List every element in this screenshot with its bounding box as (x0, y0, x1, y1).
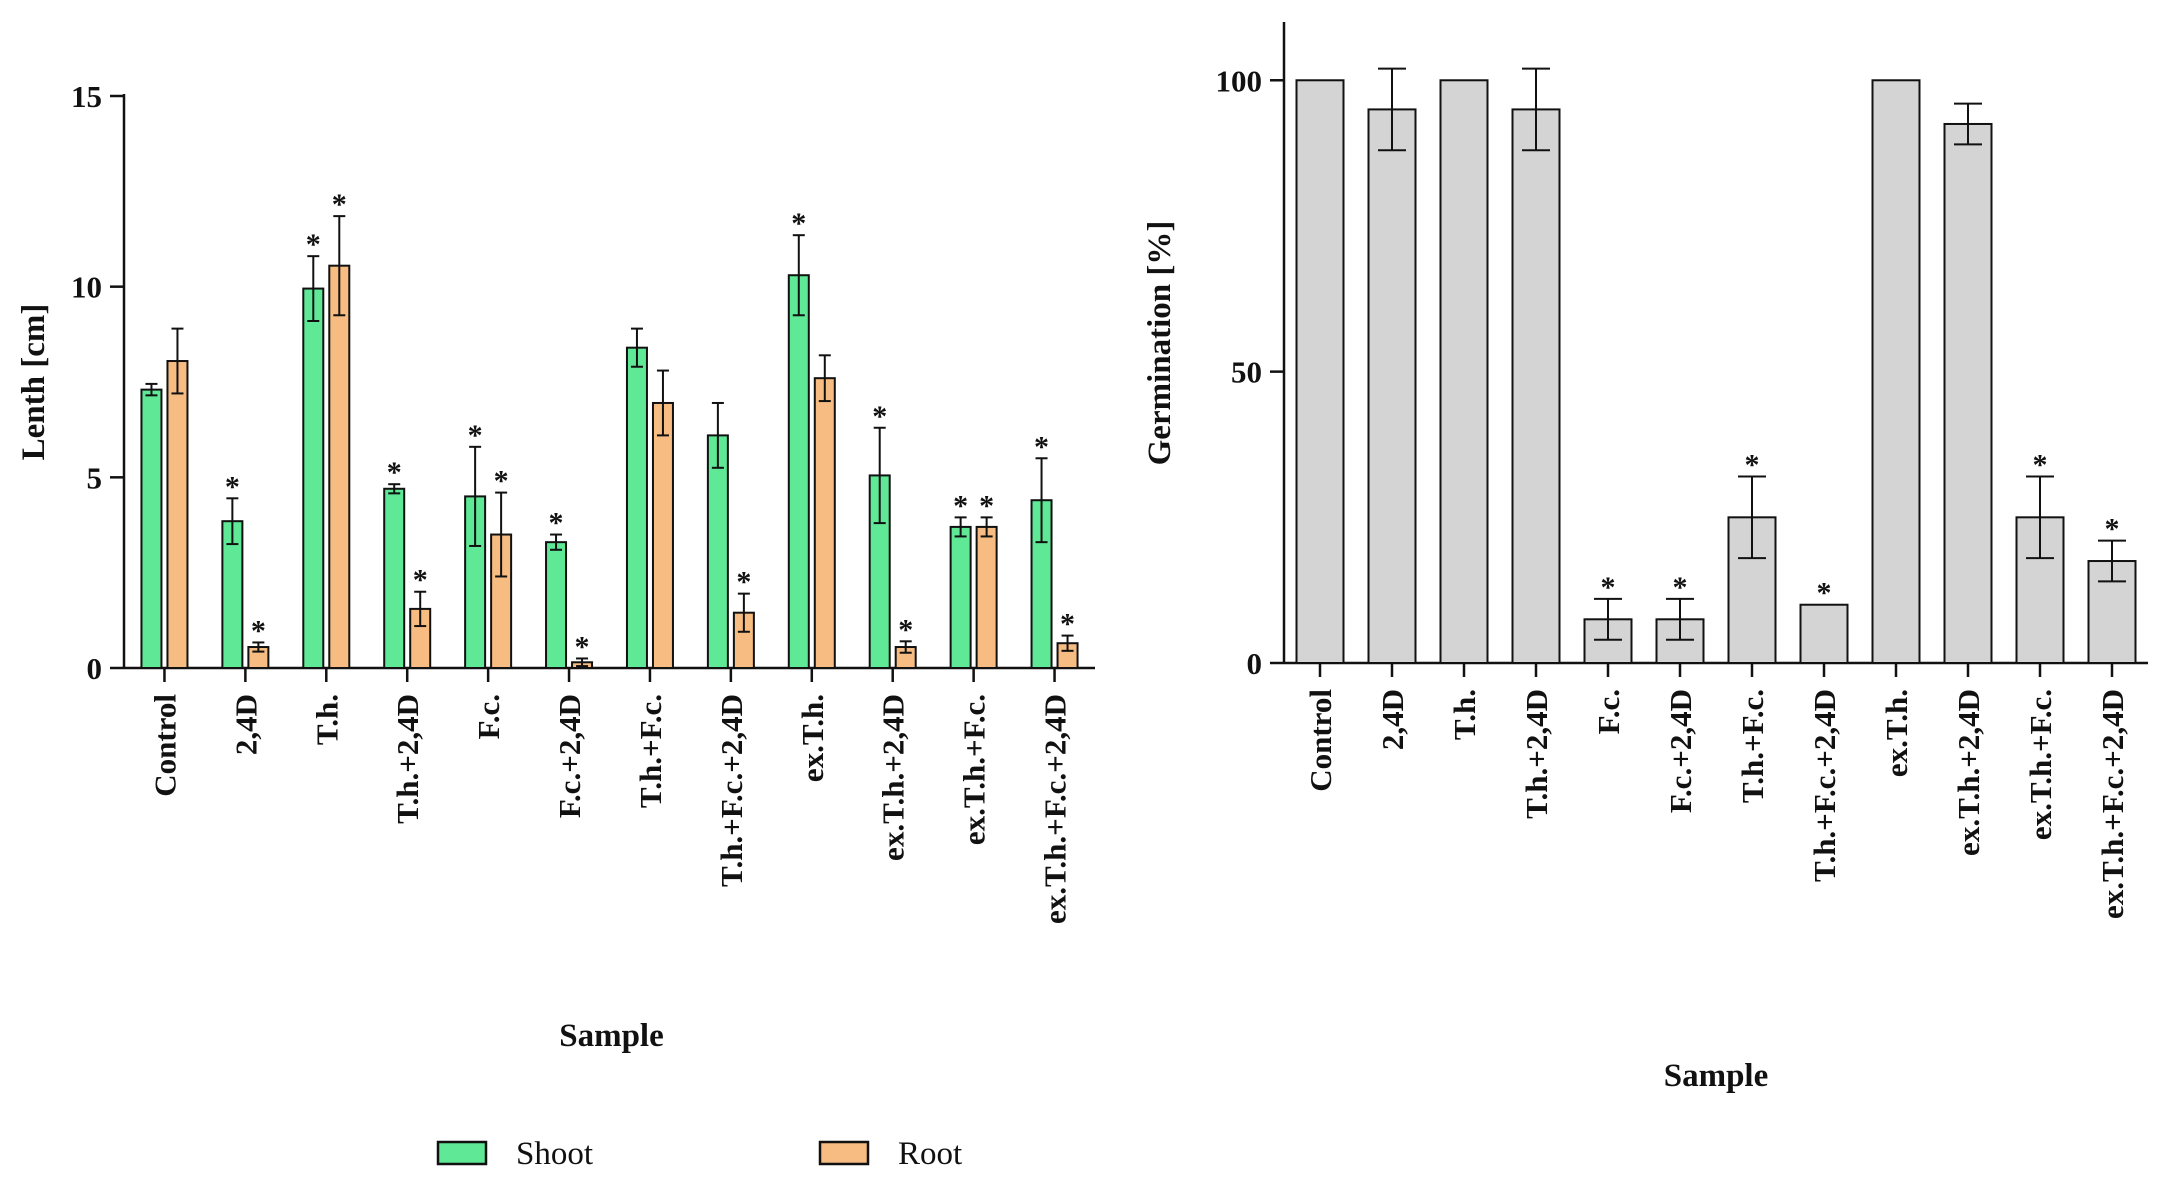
x-category-label: ex.T.h. (1879, 689, 1914, 777)
root-bar (651, 401, 674, 669)
y-tick-label: 100 (1216, 63, 1263, 98)
legend-swatch-root (818, 1140, 870, 1166)
x-axis-title: Sample (1664, 1058, 1769, 1094)
significance-star: * (1034, 430, 1049, 463)
x-category-label: Control (147, 694, 182, 797)
x-axis-title: Sample (559, 1018, 664, 1054)
x-category-label: T.h.+F.c.+2,4D (714, 694, 749, 887)
significance-star: * (387, 456, 402, 489)
x-category-label: T.h. (309, 694, 344, 745)
significance-star: * (979, 489, 994, 522)
x-category-label: ex.T.h.+F.c.+2,4D (1038, 694, 1073, 924)
significance-star: * (1817, 577, 1832, 610)
shoot-bar (706, 434, 729, 669)
germination-bar (1367, 108, 1417, 664)
x-category-label: ex.T.h. (795, 694, 830, 782)
x-category-label: ex.T.h.+F.c. (2023, 689, 2058, 840)
germination-bar (1439, 79, 1489, 665)
legend-label-root: Root (898, 1136, 962, 1172)
significance-star: * (2033, 449, 2048, 482)
x-category-label: F.c.+2,4D (552, 694, 587, 818)
y-tick-label: 10 (71, 270, 102, 305)
significance-star: * (251, 614, 266, 647)
shoot-bar (949, 525, 972, 670)
significance-star: * (2105, 513, 2120, 546)
legend-swatch-shoot (436, 1140, 488, 1166)
x-category-label: T.h. (1447, 689, 1482, 740)
x-category-label: 2,4D (1375, 689, 1410, 750)
x-category-label: F.c. (471, 694, 506, 739)
y-axis-title: Lenth [cm] (16, 304, 52, 461)
y-tick-label: 15 (71, 79, 102, 114)
legend: Shoot Root (436, 1136, 962, 1172)
x-category-label: T.h.+F.c.+2,4D (1807, 689, 1842, 882)
shoot-bar (625, 346, 648, 669)
significance-star: * (736, 566, 751, 599)
germination-bar (1799, 603, 1849, 665)
germination-chart: 0 50 100 Control 2,4D T.h. T.h.+2,4D * F.c. * F.c.… (1142, 22, 2148, 1094)
significance-star: * (1673, 571, 1688, 604)
x-category-label: T.h.+2,4D (1519, 689, 1554, 819)
x-category-label: ex.T.h.+F.c. (957, 694, 992, 845)
significance-star: * (494, 465, 509, 498)
root-bar (328, 264, 351, 669)
significance-star: * (1060, 608, 1075, 641)
length-chart: 0 5 10 15 Control * * 2,4D * * T.h. * * T.h.+2,4D * * F.… (16, 79, 1095, 1172)
x-category-label: T.h.+2,4D (390, 694, 425, 824)
germination-bar (1511, 108, 1561, 664)
significance-star: * (468, 419, 483, 452)
y-tick-label: 0 (87, 651, 103, 686)
significance-star: * (953, 489, 968, 522)
shoot-bar (787, 274, 810, 669)
x-category-label: 2,4D (228, 694, 263, 755)
y-tick-label: 50 (1231, 355, 1262, 390)
germination-bar (1295, 79, 1345, 665)
shoot-bar (545, 541, 568, 669)
significance-star: * (306, 228, 321, 261)
x-category-label: T.h.+F.c. (1735, 689, 1770, 803)
x-category-label: Control (1303, 689, 1338, 792)
legend-label-shoot: Shoot (516, 1136, 593, 1172)
root-bar (975, 525, 998, 670)
x-category-label: F.c.+2,4D (1663, 689, 1698, 813)
significance-star: * (791, 207, 806, 240)
germination-bar (1583, 618, 1633, 665)
y-tick-label: 0 (1247, 646, 1263, 681)
x-category-label: ex.T.h.+2,4D (876, 694, 911, 861)
significance-star: * (413, 564, 428, 597)
significance-star: * (332, 188, 347, 221)
significance-star: * (1601, 571, 1616, 604)
root-bar (813, 377, 836, 669)
root-bar (166, 360, 189, 669)
y-tick-label: 5 (87, 460, 103, 495)
significance-star: * (872, 400, 887, 433)
shoot-bar (140, 388, 163, 669)
germination-bar (1871, 79, 1921, 665)
significance-star: * (575, 630, 590, 663)
significance-star: * (1745, 449, 1760, 482)
significance-star: * (898, 613, 913, 646)
x-category-label: ex.T.h.+2,4D (1951, 689, 1986, 856)
significance-star: * (225, 470, 240, 503)
significance-star: * (549, 507, 564, 540)
shoot-bar (302, 287, 325, 669)
x-category-label: ex.T.h.+F.c.+2,4D (2095, 689, 2130, 919)
shoot-bar (383, 487, 406, 670)
x-category-label: F.c. (1591, 689, 1626, 734)
y-axis-title: Germination [%] (1142, 221, 1178, 466)
germination-bar (1943, 122, 1993, 664)
x-category-label: T.h.+F.c. (633, 694, 668, 808)
